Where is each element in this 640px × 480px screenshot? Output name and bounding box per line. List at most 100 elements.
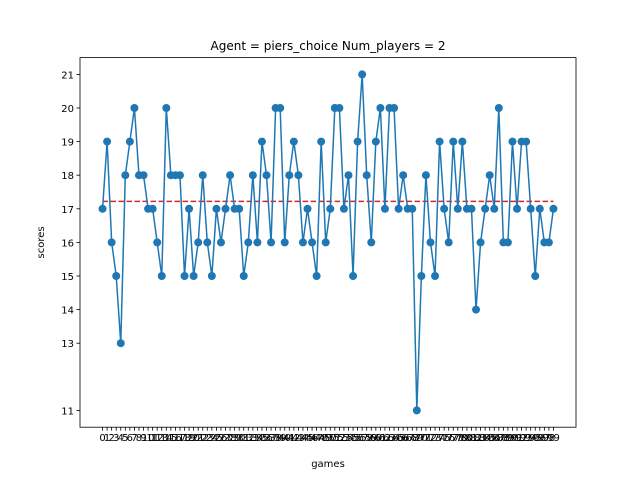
data-point [321, 238, 330, 247]
data-point [535, 204, 544, 213]
x-tick-label: 5 [122, 433, 128, 444]
data-point [212, 204, 221, 213]
x-tick-label: 14 [160, 433, 173, 444]
data-point [421, 171, 430, 180]
y-axis-label: scores [36, 226, 47, 258]
data-point [285, 171, 294, 180]
x-tick-label: 85 [483, 433, 496, 444]
data-point [308, 238, 317, 247]
x-tick-label: 47 [310, 433, 323, 444]
x-tick-label: 37 [265, 433, 278, 444]
data-point [549, 204, 558, 213]
data-point [116, 339, 125, 348]
x-tick-label: 23 [201, 433, 214, 444]
data-point [257, 137, 266, 146]
data-point [349, 272, 358, 280]
data-point [153, 238, 162, 247]
x-tick-label: 15 [164, 433, 177, 444]
data-point [157, 272, 166, 280]
x-tick-label: 3 [113, 433, 119, 444]
data-point [426, 238, 435, 247]
x-tick-label: 28 [224, 433, 237, 444]
x-tick-label: 17 [174, 433, 187, 444]
data-point [503, 238, 512, 247]
x-tick-label: 86 [488, 433, 501, 444]
data-point [139, 171, 148, 180]
data-point [175, 171, 184, 180]
x-tick-label: 82 [470, 433, 483, 444]
x-tick-label: 7 [131, 433, 137, 444]
x-tick-label: 79 [456, 433, 469, 444]
data-point [399, 171, 408, 180]
data-point [189, 272, 198, 280]
y-tick-label: 17 [61, 205, 74, 216]
data-point [508, 137, 517, 146]
data-point [544, 238, 553, 247]
x-tick-label: 42 [287, 433, 300, 444]
x-tick-label: 4 [118, 433, 124, 444]
data-point [317, 137, 326, 146]
x-tick-label: 94 [524, 433, 537, 444]
x-tick-label: 61 [374, 433, 387, 444]
data-point [390, 104, 399, 112]
data-point [358, 70, 367, 79]
data-point [490, 204, 499, 213]
data-point [226, 171, 235, 180]
data-point [339, 204, 348, 213]
x-tick-label: 53 [338, 433, 351, 444]
data-point [453, 204, 462, 213]
x-tick-label: 46 [306, 433, 319, 444]
x-tick-label: 77 [447, 433, 460, 444]
x-tick-label: 52 [333, 433, 346, 444]
x-tick-label: 29 [228, 433, 241, 444]
y-tick-label: 16 [61, 238, 74, 249]
data-point [298, 238, 307, 247]
y-tick-label: 21 [61, 70, 74, 81]
data-point [472, 305, 481, 314]
data-point [239, 272, 248, 280]
x-tick-label: 65 [392, 433, 405, 444]
data-point [476, 238, 485, 247]
x-tick-label: 69 [410, 433, 423, 444]
x-axis: 0123456789101112131415161718192021222324… [99, 427, 560, 444]
y-tick-label: 15 [61, 272, 74, 283]
chart-title: Agent = piers_choice Num_players = 2 [211, 39, 446, 53]
data-point [408, 204, 417, 213]
data-point [216, 238, 225, 247]
x-tick-label: 1 [104, 433, 110, 444]
data-point [194, 238, 203, 247]
data-point [444, 238, 453, 247]
y-tick-label: 19 [61, 138, 74, 149]
data-point [522, 137, 531, 146]
data-point [235, 204, 244, 213]
data-point [412, 406, 421, 415]
x-tick-label: 6 [127, 433, 133, 444]
data-point [125, 137, 134, 146]
x-tick-label: 25 [210, 433, 223, 444]
data-point [367, 238, 376, 247]
data-point [417, 272, 426, 280]
y-tick-label: 13 [61, 339, 74, 350]
x-tick-label: 57 [356, 433, 369, 444]
data-point [185, 204, 194, 213]
x-tick-label: 19 [183, 433, 196, 444]
series-group [98, 70, 558, 415]
x-tick-label: 13 [155, 433, 168, 444]
x-tick-label: 22 [196, 433, 209, 444]
x-tick-label: 72 [424, 433, 437, 444]
x-tick-label: 78 [451, 433, 464, 444]
data-point [203, 238, 212, 247]
x-tick-label: 73 [429, 433, 442, 444]
x-tick-label: 68 [406, 433, 419, 444]
x-tick-label: 70 [415, 433, 428, 444]
x-tick-label: 8 [136, 433, 142, 444]
x-tick-label: 56 [351, 433, 364, 444]
x-tick-label: 18 [178, 433, 191, 444]
data-point [130, 104, 139, 112]
data-point [248, 171, 257, 180]
x-tick-label: 10 [142, 433, 155, 444]
data-point [458, 137, 467, 146]
x-tick-label: 96 [533, 433, 546, 444]
x-tick-label: 50 [324, 433, 337, 444]
data-point [207, 272, 216, 280]
